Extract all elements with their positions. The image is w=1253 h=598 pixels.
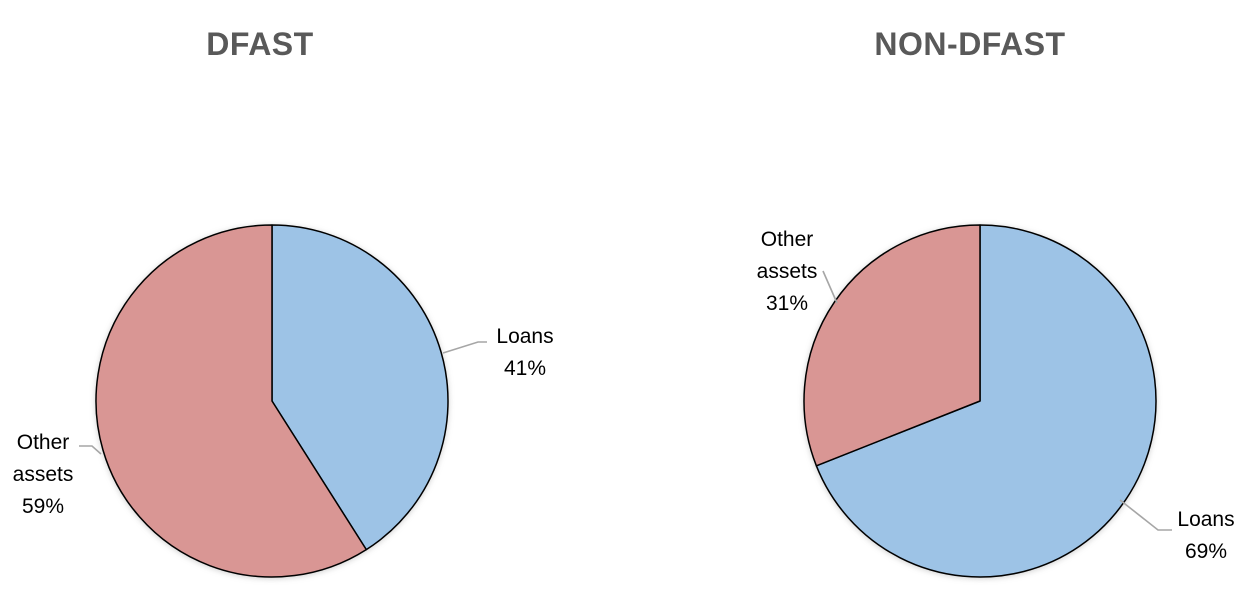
- non-dfast-pie: [803, 224, 1157, 578]
- pie-slice-other-assets: [95, 224, 368, 578]
- data-label-nondfast-loans: Loans 69%: [1159, 504, 1253, 568]
- dfast-pie: [95, 224, 449, 578]
- chart-title-dfast: DFAST: [206, 26, 314, 62]
- data-label-line: Other: [16, 431, 70, 454]
- pie-slice-loans: [271, 224, 449, 551]
- data-label-line: Other: [760, 228, 814, 251]
- data-label-line: 31%: [765, 292, 809, 315]
- data-label-dfast-other-assets: Other assets 59%: [0, 427, 86, 523]
- data-label-line: Loans: [1177, 508, 1235, 531]
- data-label-line: 41%: [503, 357, 547, 380]
- data-label-line: assets: [12, 463, 74, 486]
- data-label-line: Loans: [496, 325, 554, 348]
- data-label-line: assets: [756, 260, 818, 283]
- data-label-dfast-loans: Loans 41%: [479, 321, 571, 385]
- data-label-nondfast-other-assets: Other assets 31%: [744, 224, 830, 320]
- data-label-line: 69%: [1184, 540, 1228, 563]
- chart-title-non-dfast: NON-DFAST: [874, 26, 1066, 62]
- data-label-line: 59%: [21, 495, 65, 518]
